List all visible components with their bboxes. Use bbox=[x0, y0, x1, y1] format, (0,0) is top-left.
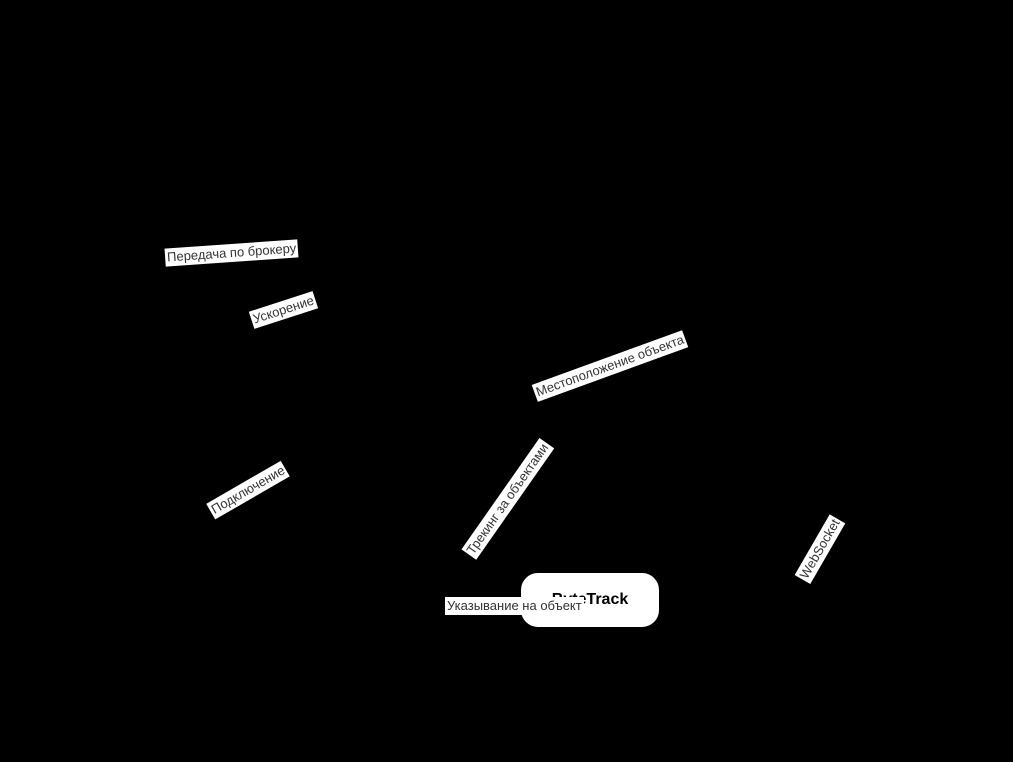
edge-label-pointing-text: Указывание на объект bbox=[447, 598, 582, 613]
edge-label-location-text: Местоположение объекта bbox=[534, 332, 686, 400]
edge-label-tracking-text: Трекинг за объектами bbox=[463, 441, 551, 557]
edge-label-location: Местоположение объекта bbox=[532, 330, 689, 402]
edge-label-pointing: Указывание на объект bbox=[445, 597, 584, 615]
edge-label-accel-text: Ускорение bbox=[251, 293, 316, 327]
edge-label-broker-text: Передача по брокеру bbox=[167, 241, 297, 265]
edge-label-connect-text: Подключение bbox=[208, 462, 287, 516]
edge-label-broker: Передача по брокеру bbox=[165, 239, 299, 266]
edge-label-tracking: Трекинг за объектами bbox=[461, 438, 554, 560]
edge-label-accel: Ускорение bbox=[249, 291, 318, 329]
edge-label-websocket-text: WebSocket bbox=[797, 516, 843, 581]
edge-label-connect: Подключение bbox=[206, 461, 290, 520]
edge-label-websocket: WebSocket bbox=[795, 514, 846, 584]
